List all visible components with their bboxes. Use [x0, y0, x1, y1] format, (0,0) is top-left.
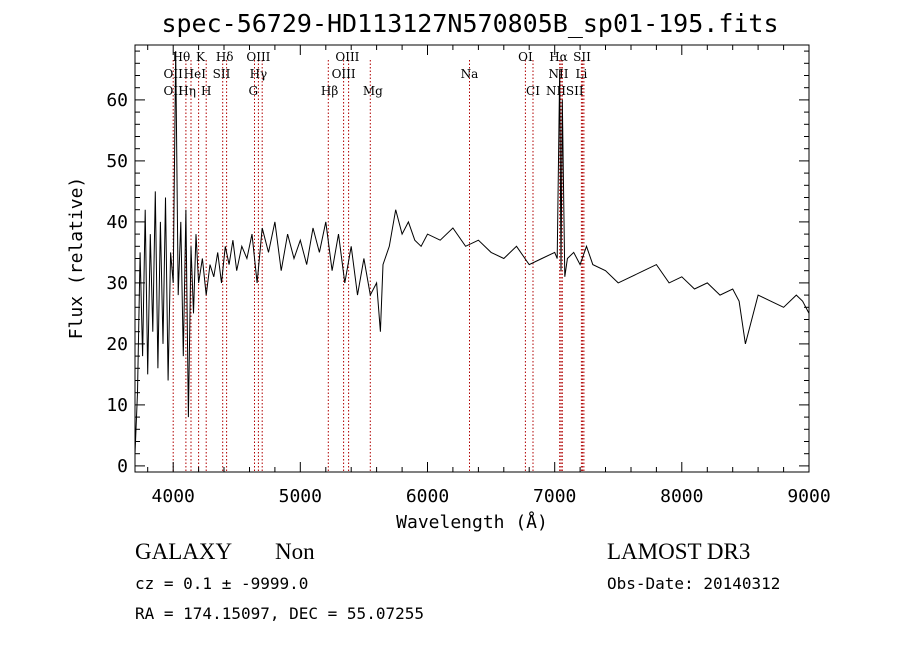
- y-tick-label: 20: [106, 334, 128, 355]
- y-tick-label: 60: [106, 90, 128, 111]
- x-tick-label: 6000: [406, 486, 449, 507]
- y-axis-ticks: 0 10 20 30 40 50 60: [106, 50, 809, 477]
- line-label: Hθ: [173, 50, 191, 64]
- coordinates: RA = 174.15097, DEC = 55.07255: [135, 604, 424, 623]
- line-label: OIII: [332, 67, 356, 81]
- line-label: NII: [549, 67, 569, 81]
- x-axis-label: Wavelength (Å): [396, 511, 548, 533]
- x-axis-ticks: 4000 5000 6000 7000 8000 9000: [147, 45, 831, 507]
- chart-title: spec-56729-HD113127N570805B_sp01-195.fit…: [161, 9, 778, 38]
- line-label: Hγ: [250, 67, 268, 81]
- line-label: OIII: [246, 50, 270, 64]
- y-tick-label: 0: [117, 456, 128, 477]
- line-label: NIISII: [546, 84, 584, 98]
- object-subclass: Non: [275, 539, 315, 564]
- y-axis-label: Flux (relative): [66, 177, 87, 340]
- line-label: HeI: [184, 67, 207, 81]
- line-markers: [172, 60, 585, 472]
- line-label: Mg: [363, 84, 383, 98]
- y-tick-label: 10: [106, 395, 128, 416]
- x-tick-label: 5000: [279, 486, 322, 507]
- line-label: SII: [213, 67, 231, 81]
- x-tick-label: 7000: [533, 486, 576, 507]
- line-label: OI: [518, 50, 533, 64]
- line-label: OIII: [335, 50, 359, 64]
- line-label: Hη: [178, 84, 196, 98]
- line-label: CI: [526, 84, 540, 98]
- line-label: Hα: [549, 50, 568, 64]
- line-label: G: [249, 84, 259, 98]
- survey-name: LAMOST DR3: [607, 539, 750, 564]
- line-label: Hδ: [216, 50, 234, 64]
- x-tick-label: 4000: [152, 486, 195, 507]
- plot-frame: [134, 44, 810, 473]
- y-tick-label: 40: [106, 212, 128, 233]
- line-label: Li: [575, 67, 587, 81]
- observation-date: Obs-Date: 20140312: [607, 574, 780, 593]
- x-tick-label: 9000: [787, 486, 830, 507]
- line-label: K: [196, 50, 206, 64]
- line-label: Hβ: [321, 84, 338, 98]
- line-label: H: [201, 84, 211, 98]
- redshift-info: cz = 0.1 ± -9999.0: [135, 574, 308, 593]
- line-labels: Hθ K Hδ OIII OIII OI Hα SII OII HeI SII Hγ OIII Na NII…: [164, 50, 592, 98]
- x-tick-label: 8000: [660, 486, 703, 507]
- line-label: OII: [164, 84, 184, 98]
- spectrum-line: [134, 51, 810, 454]
- object-class: GALAXY: [135, 539, 232, 564]
- y-tick-label: 30: [106, 273, 128, 294]
- line-label: Na: [461, 67, 479, 81]
- line-label: SII: [573, 50, 591, 64]
- line-label: OII: [164, 67, 184, 81]
- y-tick-label: 50: [106, 151, 128, 172]
